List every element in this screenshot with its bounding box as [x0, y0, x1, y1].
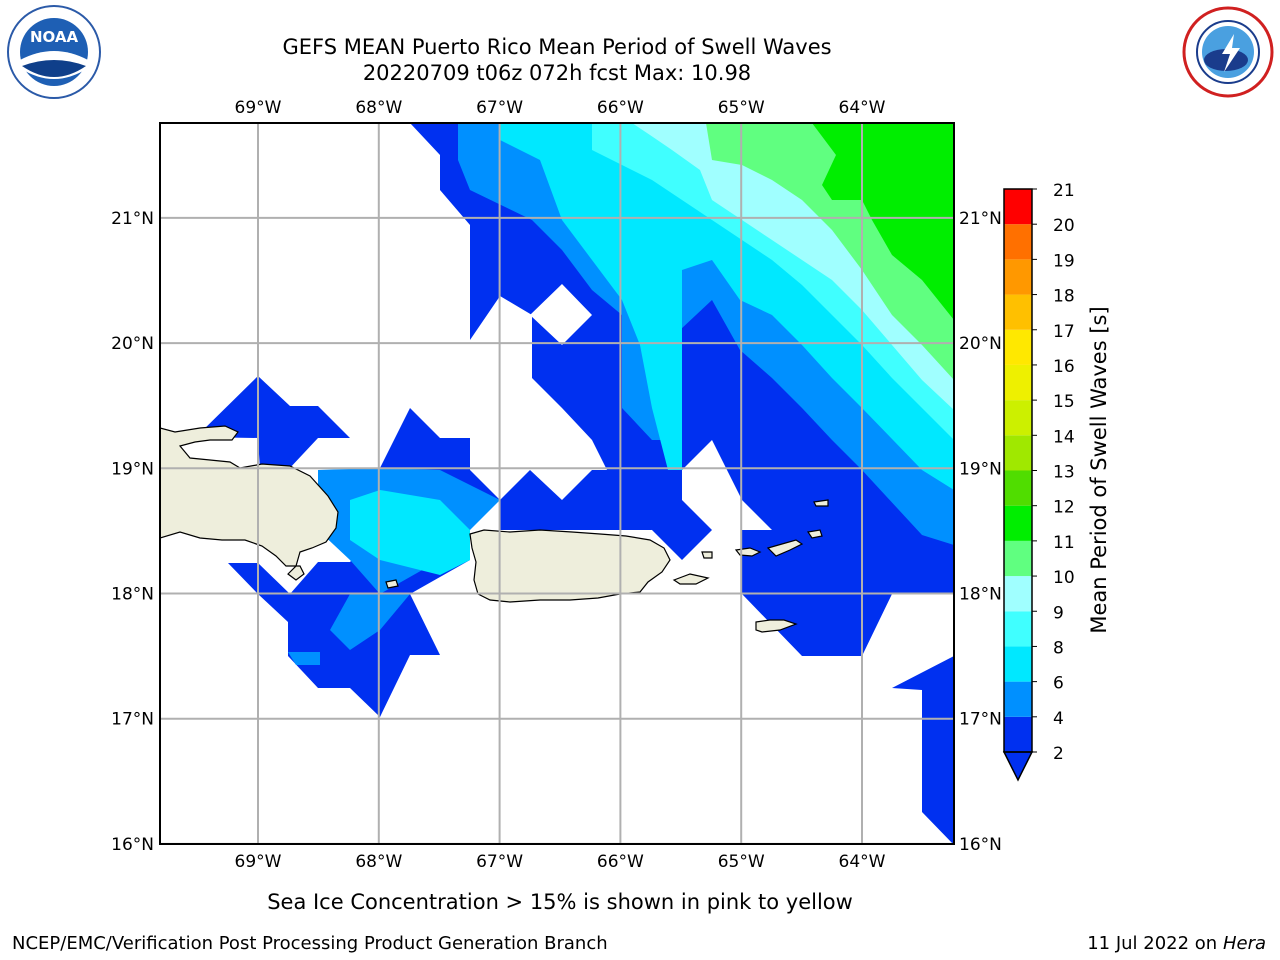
latitude-tick-label: 17°N	[111, 710, 154, 730]
chart-subtitle: 20220709 t06z 072h fcst Max: 10.98	[362, 61, 752, 85]
colorbar-tick-label: 18	[1053, 287, 1075, 307]
colorbar-extension	[1002, 751, 1034, 782]
colorbar-tick-label: 14	[1053, 427, 1075, 447]
colorbar-segment	[1004, 576, 1032, 612]
latitude-tick-label: 16°N	[959, 835, 1002, 855]
colorbar-segment	[1004, 540, 1032, 577]
longitude-tick-label: 66°W	[597, 98, 644, 118]
national-weather-service-logo	[1182, 6, 1274, 98]
colorbar-tick-label: 6	[1053, 674, 1064, 694]
vieques	[672, 573, 710, 585]
latitude-tick-label: 18°N	[111, 585, 154, 605]
latitude-tick-label: 18°N	[959, 585, 1002, 605]
colorbar-tick-label: 13	[1053, 463, 1075, 483]
colorbar-segment	[1004, 400, 1032, 436]
colorbar-segment	[1004, 716, 1032, 752]
colorbar-segment	[1004, 259, 1032, 295]
mona-island	[385, 579, 399, 589]
colorbar-tick-label: 12	[1053, 498, 1075, 518]
chart-title: GEFS MEAN Puerto Rico Mean Period of Swe…	[282, 35, 832, 59]
longitude-tick-label: 67°W	[476, 852, 523, 872]
hispaniola	[160, 425, 339, 581]
colorbar-segment	[1004, 681, 1032, 717]
credit-line: NCEP/EMC/Verification Post Processing Pr…	[12, 933, 608, 954]
colorbar-segment	[1004, 189, 1032, 225]
colorbar-segment	[1004, 224, 1032, 260]
latitude-tick-label: 20°N	[111, 334, 154, 354]
colorbar-segment	[1004, 505, 1032, 541]
contour-6-8s-west	[350, 490, 470, 575]
colorbar-tick-label: 19	[1053, 251, 1075, 271]
longitude-tick-label: 65°W	[718, 852, 765, 872]
contour-2-4s-west	[196, 376, 500, 717]
longitude-tick-label: 65°W	[718, 98, 765, 118]
longitude-labels-bottom: 69°W 68°W 67°W 66°W 65°W 64°W	[235, 852, 886, 872]
colorbar-segment	[1004, 435, 1032, 471]
colorbar-tick-label: 15	[1053, 392, 1075, 412]
map-frame	[159, 122, 955, 845]
colorbar-segment	[1004, 470, 1032, 506]
graticule	[160, 123, 954, 845]
latitude-tick-label: 16°N	[111, 835, 154, 855]
contour-2-4s-center	[500, 470, 652, 530]
date-text: 11 Jul 2022 on	[1087, 933, 1223, 954]
sea-ice-note: Sea Ice Concentration > 15% is shown in …	[267, 890, 853, 914]
colorbar-tick-label: 2	[1053, 744, 1064, 764]
latitude-tick-label: 19°N	[111, 459, 154, 479]
longitude-tick-label: 64°W	[839, 852, 886, 872]
longitude-tick-label: 64°W	[839, 98, 886, 118]
contour-11-12s	[812, 123, 954, 320]
colorbar-tick-label: 10	[1053, 568, 1075, 588]
colorbar-segment	[1004, 329, 1032, 365]
colorbar-label: Mean Period of Swell Waves [s]	[1087, 306, 1111, 633]
latitude-tick-label: 21°N	[111, 209, 154, 229]
colorbar-tick-label: 21	[1053, 181, 1075, 201]
noaa-logo: NOAA	[7, 5, 101, 99]
latitude-tick-label: 17°N	[959, 710, 1002, 730]
date-line: 11 Jul 2022 on Hera	[1087, 933, 1266, 954]
longitude-tick-label: 67°W	[476, 98, 523, 118]
svg-text:NOAA: NOAA	[30, 28, 79, 46]
latitude-labels-left: 21°N 20°N 19°N 18°N 17°N 16°N	[111, 209, 154, 855]
latitude-tick-label: 19°N	[959, 459, 1002, 479]
colorbar-segment	[1004, 611, 1032, 647]
st-croix	[755, 619, 798, 633]
latitude-tick-label: 21°N	[959, 209, 1002, 229]
machine-name: Hera	[1222, 933, 1266, 954]
contour-4-6s-south	[330, 594, 410, 650]
swell-period-contours	[196, 123, 954, 844]
longitude-tick-label: 69°W	[235, 852, 282, 872]
contour-4-6s-sw	[288, 652, 320, 665]
longitude-labels-top: 69°W 68°W 67°W 66°W 65°W 64°W	[235, 98, 886, 118]
colorbar-tick-label: 8	[1053, 638, 1064, 658]
colorbar-tick-label: 9	[1053, 603, 1064, 623]
missing-data-areas	[530, 284, 592, 345]
colorbar-segment	[1004, 294, 1032, 330]
latitude-labels-right: 21°N 20°N 19°N 18°N 17°N 16°N	[959, 209, 1002, 855]
colorbar-tick-label: 11	[1053, 533, 1075, 553]
colorbar-tick-label: 4	[1053, 709, 1064, 729]
colorbar-segment	[1004, 646, 1032, 682]
colorbar-tick-label: 20	[1053, 216, 1075, 236]
colorbar-tick-label: 17	[1053, 322, 1075, 342]
colorbar-tick-label: 16	[1053, 357, 1075, 377]
longitude-tick-label: 68°W	[355, 98, 402, 118]
longitude-tick-label: 69°W	[235, 98, 282, 118]
longitude-tick-label: 68°W	[355, 852, 402, 872]
colorbar-segment	[1004, 364, 1032, 401]
latitude-tick-label: 20°N	[959, 334, 1002, 354]
colorbar: 2 4 6 8 9 10 11 12 13 14 15 16 17 18 19 20 21	[1002, 181, 1075, 782]
longitude-tick-label: 66°W	[597, 852, 644, 872]
